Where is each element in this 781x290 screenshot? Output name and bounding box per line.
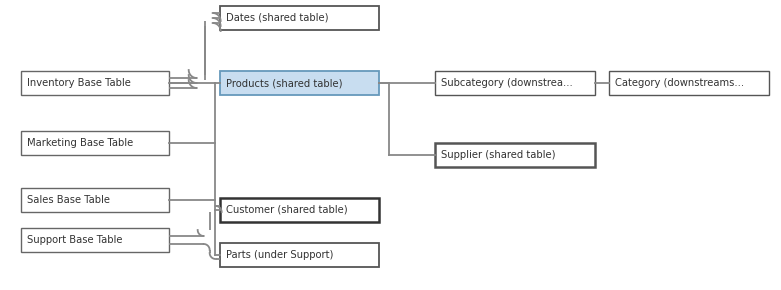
- Bar: [609, 71, 769, 95]
- Bar: [21, 131, 169, 155]
- Text: Marketing Base Table: Marketing Base Table: [27, 138, 134, 148]
- Text: Products (shared table): Products (shared table): [226, 78, 342, 88]
- Bar: [219, 243, 380, 267]
- Text: Supplier (shared table): Supplier (shared table): [441, 150, 556, 160]
- Text: Support Base Table: Support Base Table: [27, 235, 123, 245]
- Text: Inventory Base Table: Inventory Base Table: [27, 78, 131, 88]
- Text: Category (downstreams...: Category (downstreams...: [615, 78, 744, 88]
- Bar: [435, 71, 595, 95]
- Text: Parts (under Support): Parts (under Support): [226, 250, 333, 260]
- Bar: [21, 188, 169, 212]
- Text: Subcategory (downstrea...: Subcategory (downstrea...: [441, 78, 573, 88]
- Text: Dates (shared table): Dates (shared table): [226, 13, 328, 23]
- Bar: [435, 143, 595, 167]
- Bar: [21, 228, 169, 252]
- Text: Sales Base Table: Sales Base Table: [27, 195, 110, 205]
- Bar: [219, 71, 380, 95]
- Bar: [219, 6, 380, 30]
- Bar: [219, 198, 380, 222]
- Bar: [21, 71, 169, 95]
- Text: Customer (shared table): Customer (shared table): [226, 205, 348, 215]
